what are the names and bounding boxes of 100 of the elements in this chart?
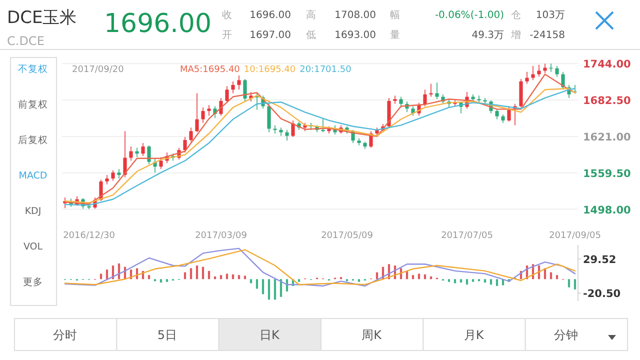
- candlestick: [291, 120, 295, 138]
- candlestick: [159, 156, 163, 170]
- bar: [274, 279, 276, 300]
- candlestick: [285, 130, 289, 141]
- candlestick: [435, 82, 439, 100]
- bar: [202, 266, 204, 280]
- candlestick: [135, 147, 139, 158]
- candlestick: [561, 71, 565, 90]
- text: -24158: [530, 30, 565, 41]
- bar: [226, 274, 228, 280]
- text: 日K: [259, 328, 280, 342]
- candlestick: [129, 146, 133, 162]
- y-tick-label: 1744.00: [583, 58, 631, 71]
- text: 不复权: [18, 63, 48, 75]
- y-tick-label: -20.50: [583, 288, 621, 300]
- candlestick: [105, 174, 109, 185]
- text: 1693.00: [334, 30, 376, 41]
- text: 1696.00: [104, 9, 212, 39]
- text: 1696.00: [250, 10, 291, 21]
- bar: [418, 274, 420, 280]
- y-tick-label: 1621.00: [583, 131, 631, 144]
- text: KDJ: [24, 206, 42, 217]
- text: 分钟: [554, 328, 578, 342]
- bar: [454, 279, 456, 284]
- bar: [496, 279, 498, 286]
- bar: [550, 272, 552, 280]
- bar: [412, 275, 414, 280]
- candlestick: [141, 142, 145, 156]
- x-tick-label: 2017/03/09: [195, 231, 248, 241]
- bar: [484, 279, 486, 283]
- text: MA5:1695.40: [180, 65, 240, 75]
- text: 20:1701.50: [300, 65, 352, 75]
- text: MACD: [18, 170, 48, 182]
- text: 量: [390, 30, 400, 41]
- bar: [556, 275, 558, 280]
- bar: [490, 279, 492, 285]
- bar: [106, 270, 108, 280]
- text: 10:1695.40: [244, 65, 296, 75]
- y-tick-label: 29.52: [583, 254, 616, 266]
- candlestick: [429, 83, 433, 98]
- bar: [472, 279, 474, 282]
- text: 开: [222, 30, 232, 41]
- candlestick: [201, 107, 205, 124]
- candlestick: [267, 103, 271, 133]
- x-tick-label: 2017/09/05: [549, 231, 601, 241]
- x-tick-label: 2017/07/05: [441, 231, 493, 241]
- bar: [298, 279, 300, 282]
- text: 低: [306, 30, 316, 41]
- x-tick-label: 2016/12/30: [63, 231, 116, 241]
- candlestick: [537, 64, 541, 78]
- text: 收: [222, 10, 232, 21]
- bar: [268, 279, 270, 300]
- text: 增: [510, 29, 521, 41]
- bar: [460, 279, 462, 283]
- text: VOL: [23, 242, 44, 252]
- bar: [424, 274, 426, 280]
- bar: [250, 279, 252, 284]
- candlestick: [195, 92, 199, 133]
- candlestick: [231, 80, 235, 94]
- candlestick: [543, 63, 547, 74]
- candlestick: [525, 71, 529, 84]
- bar: [232, 274, 234, 280]
- candlestick: [147, 144, 151, 165]
- candlestick: [273, 124, 277, 134]
- text: 后复权: [18, 134, 48, 146]
- candlestick: [111, 170, 115, 182]
- text: 1708.00: [334, 10, 376, 21]
- bar: [238, 275, 240, 280]
- bar: [160, 279, 162, 283]
- y-tick-label: 1682.50: [583, 95, 631, 108]
- bar: [208, 270, 210, 280]
- candlestick: [207, 104, 211, 116]
- bar: [574, 279, 576, 290]
- text: 高: [306, 9, 316, 21]
- chart-title: 2017/09/20: [72, 65, 124, 75]
- x-tick-label: 2017/05/09: [321, 231, 374, 241]
- text: C.DCE: [7, 34, 44, 48]
- candlestick: [393, 95, 397, 104]
- candlestick: [237, 75, 241, 90]
- bar: [466, 279, 468, 285]
- text: 幅: [390, 9, 400, 21]
- candlestick: [531, 66, 535, 81]
- bar: [190, 268, 192, 280]
- candlestick: [399, 96, 403, 108]
- bar: [148, 275, 150, 280]
- text: 仓: [511, 9, 521, 21]
- bar: [448, 279, 450, 282]
- bar: [256, 279, 258, 289]
- candlestick: [411, 106, 415, 116]
- candlestick: [549, 63, 553, 72]
- text: 5日: [157, 328, 178, 342]
- y-tick-label: 1559.50: [583, 168, 631, 180]
- text: 103万: [536, 10, 565, 21]
- bar: [244, 276, 246, 280]
- candlestick: [423, 89, 427, 107]
- candlestick: [123, 130, 127, 178]
- text: 分时: [53, 328, 78, 342]
- bar: [376, 272, 378, 280]
- bar: [568, 279, 570, 288]
- y-tick-label: 1498.00: [583, 204, 631, 216]
